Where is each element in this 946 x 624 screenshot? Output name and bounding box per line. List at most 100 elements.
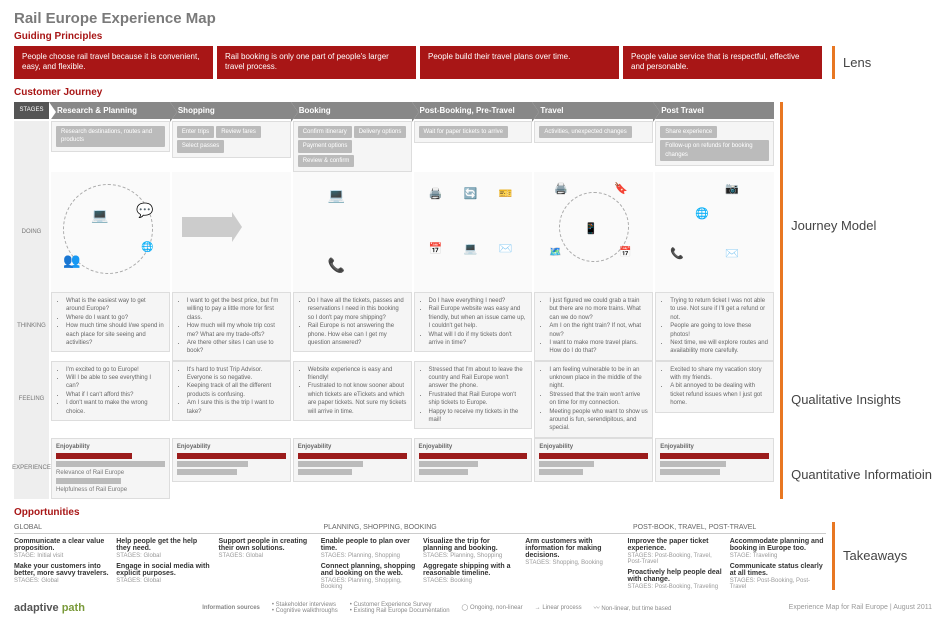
- exp-title: Enjoyability: [56, 443, 165, 451]
- feeling-row: FEELING I'm excited to go to Europe!Will…: [14, 361, 774, 438]
- tag-cell: Enter tripsReview faresSelect passes: [172, 121, 291, 158]
- experience-cell: Enjoyability: [172, 438, 291, 482]
- bullet: Frustrated that Rail Europe won't ship t…: [429, 391, 528, 408]
- experience-cell: Enjoyability: [534, 438, 653, 482]
- opp-title: Enable people to plan over time.: [321, 538, 417, 552]
- bullet: Excited to share my vacation story with …: [670, 366, 769, 383]
- bullet: Happy to receive my tickets in the mail!: [429, 408, 528, 425]
- thinking-cell: I want to get the best price, but I'm wi…: [172, 292, 291, 361]
- bullet: Frustrated to not know sooner about whic…: [308, 382, 407, 416]
- stages-row: STAGES Research & Planning Shopping Book…: [14, 102, 774, 119]
- opp-stage: STAGE: Initial visit: [14, 553, 110, 559]
- tag: Activities, unexpected changes: [539, 126, 631, 138]
- exp-bar: [177, 461, 248, 467]
- opportunity-box: Proactively help people deal with change…: [628, 569, 724, 590]
- doing-cell: 🖨️ 🔄 🎫 📅 💻 ✉️: [414, 172, 533, 292]
- opportunity-box: Connect planning, shopping and booking o…: [321, 563, 417, 590]
- lens-box: People value service that is respectful,…: [623, 46, 822, 79]
- bullet: I want to make more travel plans. How do…: [549, 339, 648, 356]
- exp-bar: [56, 478, 121, 484]
- opportunity-box: Communicate status clearly at all times.…: [730, 563, 826, 590]
- opp-title: Improve the paper ticket experience.: [628, 538, 724, 552]
- tag-cell: Wait for paper tickets to arrive: [414, 121, 533, 143]
- laptop-icon: 💻: [328, 187, 345, 204]
- lens-box: Rail booking is only one part of people'…: [217, 46, 416, 79]
- exp-title: Enjoyability: [298, 443, 407, 451]
- exp-bar: [660, 469, 720, 475]
- bullet: What is the easiest way to get around Eu…: [66, 297, 165, 314]
- opp-heading: Opportunities: [14, 507, 932, 518]
- tag: Confirm itinerary: [298, 126, 352, 138]
- phone-icon: 📞: [328, 257, 345, 274]
- opportunity-box: Improve the paper ticket experience.STAG…: [628, 538, 724, 565]
- thinking-cell: Do I have everything I need?Rail Europe …: [414, 292, 533, 352]
- exp-bar: [539, 469, 583, 475]
- opp-title: Make your customers into better, more sa…: [14, 563, 110, 577]
- opp-title: Engage in social media with explicit pur…: [116, 563, 212, 577]
- thinking-cell: I just figured we could grab a train but…: [534, 292, 653, 361]
- exp-bar-label: Relevance of Rail Europe: [56, 469, 165, 477]
- stage-chevron: Research & Planning: [49, 102, 170, 119]
- exp-bar: [56, 461, 165, 467]
- thinking-cell: Do I have all the tickets, passes and re…: [293, 292, 412, 352]
- bullet: Am I on the right train? If not, what no…: [549, 322, 648, 339]
- row-label-thinking: THINKING: [14, 292, 49, 361]
- bullet: Will I be able to see everything I can?: [66, 374, 165, 391]
- opp-stage: STAGES: Post-Booking, Post-Travel: [730, 578, 826, 590]
- opp-title: Support people in creating their own sol…: [219, 538, 315, 552]
- doing-cell: 📷 🌐 📞 ✉️: [655, 172, 774, 292]
- lens-row: People choose rail travel because it is …: [14, 46, 932, 79]
- row-label-experience: EXPERIENCE: [14, 438, 49, 499]
- bullet: Meeting people who want to show us aroun…: [549, 408, 648, 433]
- thinking-cell: What is the easiest way to get around Eu…: [51, 292, 170, 352]
- credit: Experience Map for Rail Europe | August …: [789, 604, 932, 611]
- stage-chevron: Post-Booking, Pre-Travel: [412, 102, 533, 119]
- stage-chevron: Post Travel: [653, 102, 774, 119]
- right-label-qual: Qualitative Insights: [780, 350, 932, 449]
- opp-title: Communicate a clear value proposition.: [14, 538, 110, 552]
- opp-stage: STAGES: Planning, Shopping: [321, 553, 417, 559]
- lens-box: People choose rail travel because it is …: [14, 46, 213, 79]
- bullet: I want to get the best price, but I'm wi…: [187, 297, 286, 322]
- bullet: Where do I want to go?: [66, 314, 165, 322]
- bullet: Are there other sites I can use to book?: [187, 339, 286, 356]
- opp-stage: STAGES: Planning, Shopping, Booking: [321, 578, 417, 590]
- opp-stage: STAGES: Global: [116, 553, 212, 559]
- exp-bar-label: Helpfulness of Rail Europe: [56, 486, 165, 494]
- opp-group-label: POST-BOOK, TRAVEL, POST-TRAVEL: [633, 522, 826, 533]
- stage-chevron: Booking: [291, 102, 412, 119]
- web-icon: 🌐: [695, 207, 709, 220]
- legend-linear-icon: → Linear process: [535, 605, 582, 611]
- right-label-journey-model: Journey Model: [780, 102, 932, 350]
- map-icon: 🗺️: [549, 247, 561, 258]
- tag: Delivery options: [354, 126, 407, 138]
- chat-icon: 💬: [136, 202, 153, 219]
- opportunity-box: Enable people to plan over time.STAGES: …: [321, 538, 417, 559]
- doing-row: DOING 💻 💬 🌐 👥 💻 📞 🖨️ 🔄: [14, 172, 774, 292]
- logo: adaptive path: [14, 602, 85, 614]
- bullet: Rail Europe is not answering the phone. …: [308, 322, 407, 347]
- opp-stage: STAGES: Global: [116, 578, 212, 584]
- mail-icon: ✉️: [725, 247, 739, 260]
- bullet: I'm excited to go to Europe!: [66, 366, 165, 374]
- print-icon: 🖨️: [554, 182, 568, 195]
- bullet: Am I sure this is the trip I want to tak…: [187, 399, 286, 416]
- bullet: It's hard to trust Trip Advisor. Everyon…: [187, 366, 286, 383]
- lens-box: People build their travel plans over tim…: [420, 46, 619, 79]
- experience-cell: Enjoyability Relevance of Rail Europe Help…: [51, 438, 170, 499]
- experience-cell: Enjoyability: [414, 438, 533, 482]
- journey-heading: Customer Journey: [14, 87, 932, 98]
- bullet: A bit annoyed to be dealing with ticket …: [670, 382, 769, 407]
- opp-title: Arm customers with information for makin…: [525, 538, 621, 559]
- tag: Follow-up on refunds for booking changes: [660, 140, 769, 161]
- lens-label: Lens: [832, 46, 932, 79]
- calendar-icon: 📅: [619, 247, 631, 258]
- lens-heading: Guiding Principles: [14, 31, 932, 42]
- bullet: How much time should I/we spend in each …: [66, 322, 165, 347]
- opp-stage: STAGES: Planning, Shopping: [423, 553, 519, 559]
- mobile-icon: 📱: [584, 222, 598, 235]
- thinking-cell: Trying to return ticket I was not able t…: [655, 292, 774, 361]
- legend-ongoing-icon: ◯ Ongoing, non-linear: [462, 604, 523, 611]
- opp-title: Connect planning, shopping and booking o…: [321, 563, 417, 577]
- opportunity-box: Engage in social media with explicit pur…: [116, 563, 212, 584]
